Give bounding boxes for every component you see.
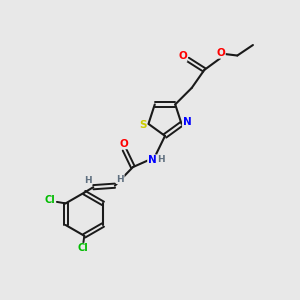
Text: H: H <box>157 155 165 164</box>
Text: Cl: Cl <box>77 243 88 254</box>
Text: H: H <box>116 175 124 184</box>
Text: Cl: Cl <box>45 195 56 206</box>
Text: O: O <box>119 139 128 149</box>
Text: N: N <box>148 155 157 165</box>
Text: S: S <box>139 120 147 130</box>
Text: H: H <box>84 176 92 185</box>
Text: O: O <box>178 51 187 62</box>
Text: N: N <box>183 117 191 128</box>
Text: O: O <box>217 48 225 58</box>
